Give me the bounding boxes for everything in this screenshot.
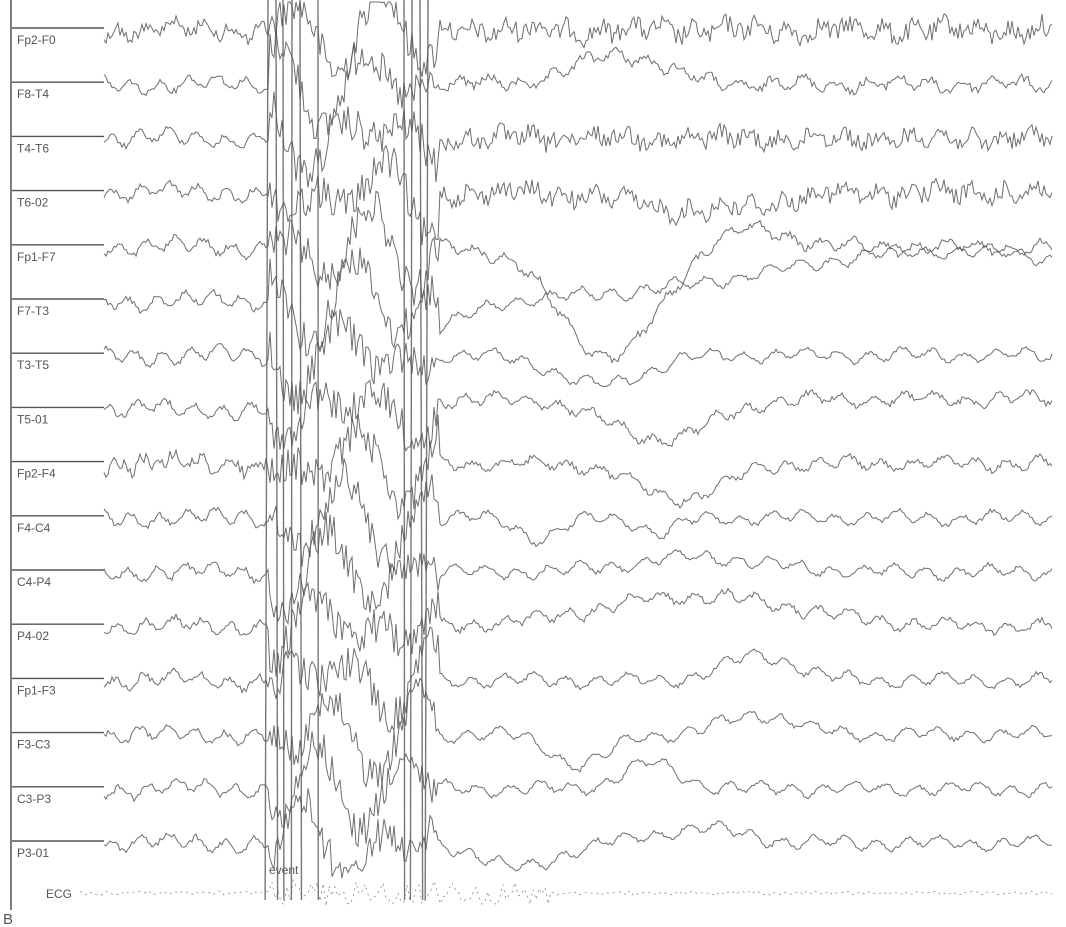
- channel-label-f8-t4: F8-T4: [17, 87, 49, 101]
- trace-fp2-f0: [103, 1, 1053, 79]
- artifact-line: [409, 0, 413, 901]
- trace-f3-c3: [103, 677, 1053, 788]
- artifact-line: [290, 0, 293, 901]
- trace-t4-t6: [103, 91, 1053, 188]
- trace-ecg: [79, 878, 1053, 907]
- trace-t5-01: [103, 379, 1053, 452]
- channel-labels: Fp2-F0 F8-T4 T4-T6 T6-02 Fp1-F7 F7-T3 T3-T5 T5-…: [12, 27, 104, 860]
- eeg-traces: [10, 0, 1053, 910]
- channel-label-c4-p4: C4-P4: [17, 575, 51, 589]
- channel-label-p3-01: P3-01: [17, 846, 49, 860]
- channel-label-t6-02: T6-02: [17, 196, 49, 210]
- artifact-line: [264, 0, 269, 901]
- trace-fp2-f4: [103, 413, 1053, 521]
- channel-label-fp1-f7: Fp1-F7: [17, 250, 56, 264]
- artifact-line: [299, 0, 303, 901]
- channel-label-t4-t6: T4-T6: [17, 141, 49, 155]
- trace-fp1-f7: [103, 190, 1053, 364]
- channel-label-f7-t3: F7-T3: [17, 304, 49, 318]
- trace-c4-p4: [103, 511, 1053, 626]
- artifact-line: [403, 0, 406, 901]
- trace-t3-t5: [103, 309, 1053, 415]
- trace-p3-01: [103, 788, 1053, 879]
- channel-label-f4-c4: F4-C4: [17, 521, 51, 535]
- channel-label-t5-01: T5-01: [17, 412, 49, 426]
- channel-label-fp1-f3: Fp1-F3: [17, 683, 56, 697]
- channel-label-fp2-f4: Fp2-F4: [17, 467, 56, 481]
- event-annotation: event: [269, 863, 299, 877]
- trace-t6-02: [103, 144, 1053, 246]
- ecg-label: ECG: [46, 887, 72, 901]
- trace-p4-02: [103, 581, 1053, 677]
- channel-label-f3-c3: F3-C3: [17, 738, 51, 752]
- trace-f7-t3: [103, 243, 1053, 357]
- artifact-line: [275, 0, 279, 901]
- channel-label-p4-02: P4-02: [17, 629, 49, 643]
- artifact-line: [419, 0, 424, 901]
- channel-label-t3-t5: T3-T5: [17, 358, 49, 372]
- trace-c3-p3: [103, 731, 1053, 848]
- trace-f8-t4: [103, 29, 1053, 139]
- trace-fp1-f3: [103, 626, 1053, 733]
- trace-f4-c4: [103, 458, 1053, 573]
- panel-letter: B: [3, 911, 13, 927]
- channel-label-c3-p3: C3-P3: [17, 792, 51, 806]
- channel-label-fp2-f0: Fp2-F0: [17, 33, 56, 47]
- artifact-line: [424, 0, 429, 901]
- artifact-line: [282, 0, 285, 901]
